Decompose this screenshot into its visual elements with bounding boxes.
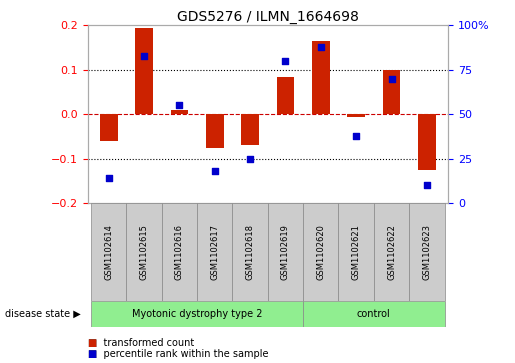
Bar bbox=[197, 203, 232, 301]
Bar bbox=[303, 203, 338, 301]
Text: disease state ▶: disease state ▶ bbox=[5, 309, 81, 319]
Bar bbox=[91, 301, 303, 327]
Text: GSM1102615: GSM1102615 bbox=[140, 224, 149, 280]
Text: GSM1102616: GSM1102616 bbox=[175, 224, 184, 280]
Bar bbox=[135, 28, 153, 114]
Text: ■  percentile rank within the sample: ■ percentile rank within the sample bbox=[88, 349, 268, 359]
Bar bbox=[91, 203, 126, 301]
Bar bbox=[347, 114, 365, 117]
Text: GSM1102621: GSM1102621 bbox=[352, 224, 360, 280]
Bar bbox=[126, 203, 162, 301]
Text: control: control bbox=[357, 309, 391, 319]
Title: GDS5276 / ILMN_1664698: GDS5276 / ILMN_1664698 bbox=[177, 11, 359, 24]
Bar bbox=[312, 41, 330, 114]
Bar bbox=[338, 203, 374, 301]
Text: GSM1102619: GSM1102619 bbox=[281, 224, 290, 280]
Point bbox=[211, 168, 219, 174]
Text: ■  transformed count: ■ transformed count bbox=[88, 338, 194, 348]
Text: GSM1102617: GSM1102617 bbox=[210, 224, 219, 280]
Bar bbox=[303, 301, 444, 327]
Bar bbox=[418, 114, 436, 170]
Point bbox=[352, 133, 360, 139]
Point bbox=[140, 53, 148, 58]
Point bbox=[281, 58, 289, 64]
Text: ■: ■ bbox=[88, 338, 97, 348]
Bar bbox=[162, 203, 197, 301]
Text: GSM1102618: GSM1102618 bbox=[246, 224, 254, 280]
Bar bbox=[374, 203, 409, 301]
Point bbox=[246, 156, 254, 162]
Text: GSM1102623: GSM1102623 bbox=[422, 224, 432, 280]
Bar bbox=[242, 114, 259, 146]
Bar bbox=[206, 114, 224, 148]
Bar bbox=[277, 77, 294, 114]
Text: GSM1102614: GSM1102614 bbox=[104, 224, 113, 280]
Point bbox=[423, 183, 431, 188]
Bar bbox=[268, 203, 303, 301]
Point bbox=[317, 44, 325, 50]
Bar bbox=[383, 70, 400, 114]
Point bbox=[105, 175, 113, 181]
Text: ■: ■ bbox=[88, 349, 97, 359]
Text: Myotonic dystrophy type 2: Myotonic dystrophy type 2 bbox=[132, 309, 262, 319]
Point bbox=[387, 76, 396, 82]
Bar bbox=[409, 203, 444, 301]
Text: GSM1102620: GSM1102620 bbox=[316, 224, 325, 280]
Text: GSM1102622: GSM1102622 bbox=[387, 224, 396, 280]
Bar bbox=[170, 110, 188, 114]
Bar bbox=[232, 203, 268, 301]
Point bbox=[175, 102, 183, 108]
Bar bbox=[100, 114, 117, 141]
